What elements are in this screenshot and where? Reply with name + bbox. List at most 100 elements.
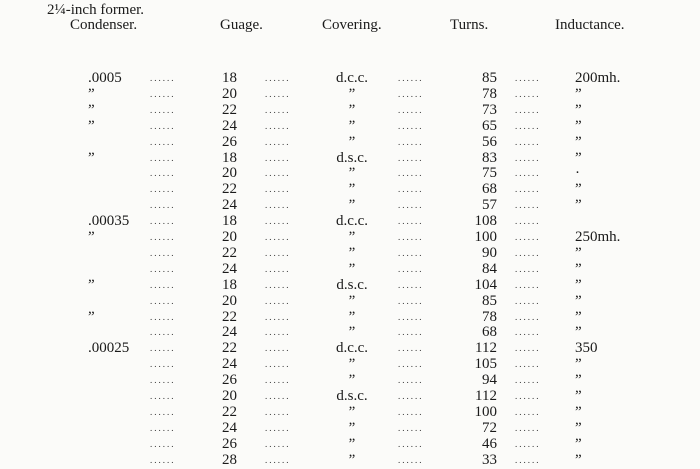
condenser-cell: .0005 (88, 70, 122, 86)
leader-dots: ...... (150, 152, 176, 163)
table-row: ”...... 22...... ”...... 78...... ” (0, 309, 700, 325)
leader-dots: ...... (265, 263, 291, 274)
leader-dots: ...... (150, 232, 176, 242)
leader-dots: ...... (150, 454, 176, 465)
covering-cell: ” (348, 419, 356, 436)
leader-dots: ...... (265, 295, 291, 306)
leader-dots: ...... (515, 454, 541, 465)
covering-cell: ” (348, 372, 356, 389)
leader-dots: ...... (515, 247, 541, 258)
leader-dots: ...... (265, 247, 291, 258)
gauge-cell: 20 (222, 292, 237, 309)
leader-dots: ...... (515, 216, 541, 227)
leader-dots: ...... (515, 327, 541, 338)
leader-dots: ...... (398, 263, 424, 274)
leader-dots: ...... (150, 73, 176, 83)
leader-dots: ...... (150, 216, 176, 227)
leader-dots: ...... (398, 311, 424, 322)
leader-dots: ...... (150, 104, 176, 115)
leader-dots: ...... (150, 168, 176, 179)
turns-cell: 75 (482, 165, 497, 182)
covering-cell: ” (348, 435, 356, 452)
header-turns: Turns. (450, 17, 489, 33)
leader-dots: ...... (515, 279, 541, 290)
covering-cell: ” (348, 324, 356, 341)
leader-dots: ...... (515, 422, 541, 433)
leader-dots: ...... (398, 247, 424, 258)
table-row: ...... 24...... ”...... 105...... ” (0, 356, 700, 372)
leader-dots: ...... (265, 152, 291, 163)
inductance-cell: ” (575, 372, 582, 389)
table-row: ...... 22...... ”...... 68...... ” (0, 181, 700, 197)
gauge-cell: 24 (222, 419, 237, 436)
leader-dots: ...... (398, 120, 424, 131)
gauge-cell: 24 (222, 197, 237, 214)
header-gauge: Guage. (220, 17, 263, 33)
leader-dots: ...... (150, 422, 176, 433)
inductance-cell: ” (575, 260, 582, 277)
turns-cell: 65 (482, 117, 497, 134)
gauge-cell: 20 (222, 388, 237, 404)
leader-dots: ...... (515, 200, 541, 211)
header-condenser: Condenser. (70, 17, 138, 33)
gauge-cell: 18 (222, 276, 237, 293)
turns-cell: 100 (474, 229, 498, 245)
turns-cell: 85 (482, 70, 497, 86)
covering-cell: d.s.c. (336, 388, 368, 404)
leader-dots: ...... (265, 73, 291, 83)
table-row: ...... 24...... ”...... 84...... ” (0, 261, 700, 277)
table-row: ...... 24...... ”...... 57...... ” (0, 197, 700, 213)
table-row: ”...... 18...... d.s.c....... 104...... ” (0, 277, 700, 293)
leader-dots: ...... (150, 88, 176, 99)
table-row: ...... 20...... ”...... 85...... ” (0, 293, 700, 309)
leader-dots: ...... (398, 136, 424, 147)
inductance-cell: ” (575, 149, 582, 166)
leader-dots: ...... (515, 73, 541, 83)
inductance-cell: ” (575, 181, 582, 198)
inductance-cell: ” (575, 403, 582, 420)
leader-dots: ...... (398, 88, 424, 99)
table-row: ”...... 20...... ”...... 78...... ” (0, 86, 700, 102)
gauge-cell: 22 (222, 244, 237, 261)
leader-dots: ...... (515, 295, 541, 306)
leader-dots: ...... (265, 104, 291, 115)
turns-cell: 105 (474, 356, 498, 373)
inductance-cell: ” (575, 133, 582, 150)
leader-dots: ...... (265, 391, 291, 401)
covering-cell: ” (348, 244, 356, 261)
gauge-cell: 28 (222, 451, 237, 468)
leader-dots: ...... (398, 168, 424, 179)
leader-dots: ...... (398, 232, 424, 242)
covering-cell: d.c.c. (335, 70, 369, 86)
covering-cell: ” (348, 117, 356, 134)
condenser-cell: ” (88, 308, 95, 325)
leader-dots: ...... (398, 104, 424, 115)
table-row: .00035...... 18...... d.c.c....... 108.....… (0, 213, 700, 229)
inductance-cell: ” (575, 292, 582, 309)
gauge-cell: 22 (222, 181, 237, 198)
inductance-cell: ” (575, 276, 582, 293)
table-row: ...... 26...... ”...... 94...... ” (0, 372, 700, 388)
covering-cell: ” (348, 260, 356, 277)
turns-cell: 90 (482, 244, 497, 261)
leader-dots: ...... (398, 200, 424, 211)
turns-cell: 57 (482, 197, 497, 214)
condenser-cell: ” (88, 276, 95, 293)
leader-dots: ...... (265, 120, 291, 131)
leader-dots: ...... (515, 406, 541, 417)
condenser-cell: ” (88, 149, 95, 166)
condenser-cell: ” (88, 85, 95, 102)
leader-dots: ...... (515, 311, 541, 322)
leader-dots: ...... (398, 343, 424, 354)
leader-dots: ...... (515, 168, 541, 179)
inductance-cell: ” (575, 356, 582, 373)
table-row: ...... 22...... ”...... 100...... ” (0, 404, 700, 420)
table-row: ...... 24...... ”...... 72...... ” (0, 420, 700, 436)
inductance-cell: ” (575, 451, 582, 468)
leader-dots: ...... (398, 327, 424, 338)
leader-dots: ...... (265, 454, 291, 465)
inductance-cell: ” (575, 324, 582, 341)
leader-dots: ...... (515, 232, 541, 242)
covering-cell: ” (348, 356, 356, 373)
header-covering: Covering. (322, 17, 382, 33)
